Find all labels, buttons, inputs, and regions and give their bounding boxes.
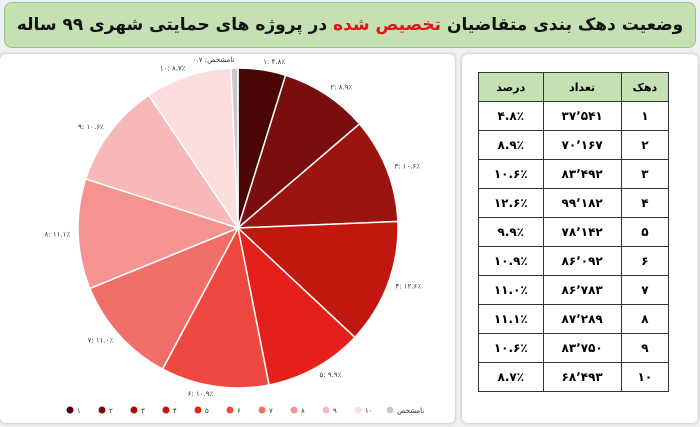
legend-swatch <box>258 406 266 414</box>
slice-label: ۸: ۱۱.۱٪ <box>45 230 71 238</box>
table-cell: ۵ <box>620 217 670 247</box>
table-cell: ۲ <box>620 130 670 160</box>
chart-card: ۱: ۴.۸٪ ۲: ۸.۹٪ ۳: ۱۰.۶٪ ۴: ۱۲.۶٪ ۵: ۹.۹٪ ۶: … <box>0 54 455 423</box>
table-row: ۲ ۷۰٬۱۶۷ ۸.۹٪ <box>478 130 670 160</box>
table-cell: ۷ <box>620 275 670 305</box>
table-cell: ۸۶٬۷۸۳ <box>542 275 622 305</box>
pie-slice <box>235 122 399 229</box>
title-banner: وضعیت دهک بندی متقاضیان تخصیص شده در پرو… <box>4 2 696 48</box>
pie-slice <box>230 67 239 229</box>
legend-label: ۱ <box>77 407 81 415</box>
legend-swatch <box>98 406 106 414</box>
slice-label: ۱: ۴.۸٪ <box>263 58 285 66</box>
legend-swatch <box>322 406 330 414</box>
table-cell: ۳۷٬۵۴۱ <box>542 101 622 131</box>
table-cell: ۸۳٬۷۵۰ <box>542 333 622 363</box>
table-cell: ۱۰ <box>620 362 670 392</box>
table-cell: ۸.۷٪ <box>478 362 544 392</box>
table-row: ۵ ۷۸٬۱۴۲ ۹.۹٪ <box>478 217 670 247</box>
legend-swatch <box>354 406 362 414</box>
table-row: ۳ ۸۳٬۴۹۲ ۱۰.۶٪ <box>478 159 670 189</box>
slice-label: ۴: ۱۲.۶٪ <box>395 283 421 291</box>
table-cell: ۶۸٬۴۹۳ <box>542 362 622 392</box>
table-cell: ۱ <box>620 101 670 131</box>
chart: ۱: ۴.۸٪ ۲: ۸.۹٪ ۳: ۱۰.۶٪ ۴: ۱۲.۶٪ ۵: ۹.۹٪ ۶: … <box>45 56 425 415</box>
pie-slice <box>147 67 239 231</box>
table-row: ۶ ۸۶٬۰۹۲ ۱۰.۹٪ <box>478 246 670 276</box>
table: دهک تعداد درصد ۱ ۳۷٬۵۴۱ ۴.۸٪ ۲ ۷۰٬۱۶۷ ۸.۹٪ ۳ ۸۳٬۴۹… <box>478 72 670 392</box>
table-card: دهک تعداد درصد ۱ ۳۷٬۵۴۱ ۴.۸٪ ۲ ۷۰٬۱۶۷ ۸.۹٪ ۳ ۸۳٬۴۹… <box>462 54 698 423</box>
table-cell: ۱۰.۶٪ <box>478 159 544 189</box>
slice-label: ۷: ۱۱.۰٪ <box>88 336 114 344</box>
title-highlight: تخصیص شده <box>333 15 442 35</box>
table-cell: ۱۰.۹٪ <box>478 246 544 276</box>
legend-label: ۶ <box>237 407 241 415</box>
table-row: ۷ ۸۶٬۷۸۳ ۱۱.۰٪ <box>478 275 670 305</box>
table-header: تعداد <box>542 72 622 102</box>
pie-slice <box>236 220 399 339</box>
table-cell: ۹.۹٪ <box>478 217 544 247</box>
table-cell: ۹ <box>620 333 670 363</box>
table-cell: ۱۱.۱٪ <box>478 304 544 334</box>
table-cell: ۱۲.۶٪ <box>478 188 544 218</box>
pie-slice <box>88 226 240 371</box>
legend-label: ۲ <box>109 407 113 415</box>
title: وضعیت دهک بندی متقاضیان <box>446 15 684 35</box>
table-header: درصد <box>478 72 544 102</box>
pie-slice <box>84 94 240 230</box>
table-cell: ۷۰٬۱۶۷ <box>542 130 622 160</box>
pie-slice <box>236 74 361 231</box>
table-cell: ۶ <box>620 246 670 276</box>
slice-label: ۱۰: ۸.۷٪ <box>160 64 186 72</box>
pie-slice <box>77 177 241 290</box>
table-cell: ۸.۹٪ <box>478 130 544 160</box>
legend-label: ۵ <box>205 407 209 415</box>
slice-label: ۲: ۸.۹٪ <box>330 84 352 92</box>
table-cell: ۱۰.۶٪ <box>478 333 544 363</box>
legend-swatch <box>386 406 394 414</box>
slice-label: ۶: ۱۰.۹٪ <box>188 390 214 398</box>
table-cell: ۸۳٬۴۹۲ <box>542 159 622 189</box>
legend-label: ۸ <box>301 407 305 415</box>
legend-label: ۹ <box>333 407 337 415</box>
legend-label: نامشخص <box>397 407 424 415</box>
legend-label: ۷ <box>269 407 273 415</box>
table-cell: ۱۱.۰٪ <box>478 275 544 305</box>
table-cell: ۹۹٬۱۸۲ <box>542 188 622 218</box>
slice-label: ۳: ۱۰.۶٪ <box>394 163 420 171</box>
slice-label: ۵: ۹.۹٪ <box>320 371 342 379</box>
table-row: ۴ ۹۹٬۱۸۲ ۱۲.۶٪ <box>478 188 670 218</box>
table-row: ۸ ۸۷٬۲۸۹ ۱۱.۱٪ <box>478 304 670 334</box>
legend-label: ۱۰ <box>365 407 373 415</box>
title: در پروژه های حمایتی شهری ۹۹ ساله <box>16 15 328 35</box>
table-header: دهک <box>620 72 670 102</box>
table-cell: ۸۶٬۰۹۲ <box>542 246 622 276</box>
legend-swatch <box>226 406 234 414</box>
legend-swatch <box>66 406 74 414</box>
legend-swatch <box>130 406 138 414</box>
table-row: ۹ ۸۳٬۷۵۰ ۱۰.۶٪ <box>478 333 670 363</box>
legend-swatch <box>290 406 298 414</box>
slice-label: نامشخص: ۰.۷ <box>193 56 235 64</box>
table-cell: ۸ <box>620 304 670 334</box>
table-cell: ۸۷٬۲۸۹ <box>542 304 622 334</box>
pie-slice <box>236 225 356 386</box>
table-cell: ۴ <box>620 188 670 218</box>
legend-swatch <box>194 406 202 414</box>
legend-label: ۳ <box>141 407 145 415</box>
pie-slice <box>161 225 270 389</box>
table-cell: ۳ <box>620 159 670 189</box>
table-cell: ۴.۸٪ <box>478 101 544 131</box>
legend-swatch <box>162 406 170 414</box>
table-row: ۱۰ ۶۸٬۴۹۳ ۸.۷٪ <box>478 362 670 392</box>
table-cell: ۷۸٬۱۴۲ <box>542 217 622 247</box>
table-row: ۱ ۳۷٬۵۴۱ ۴.۸٪ <box>478 101 670 131</box>
legend-label: ۴ <box>173 407 177 415</box>
slice-label: ۹: ۱۰.۶٪ <box>78 123 104 131</box>
